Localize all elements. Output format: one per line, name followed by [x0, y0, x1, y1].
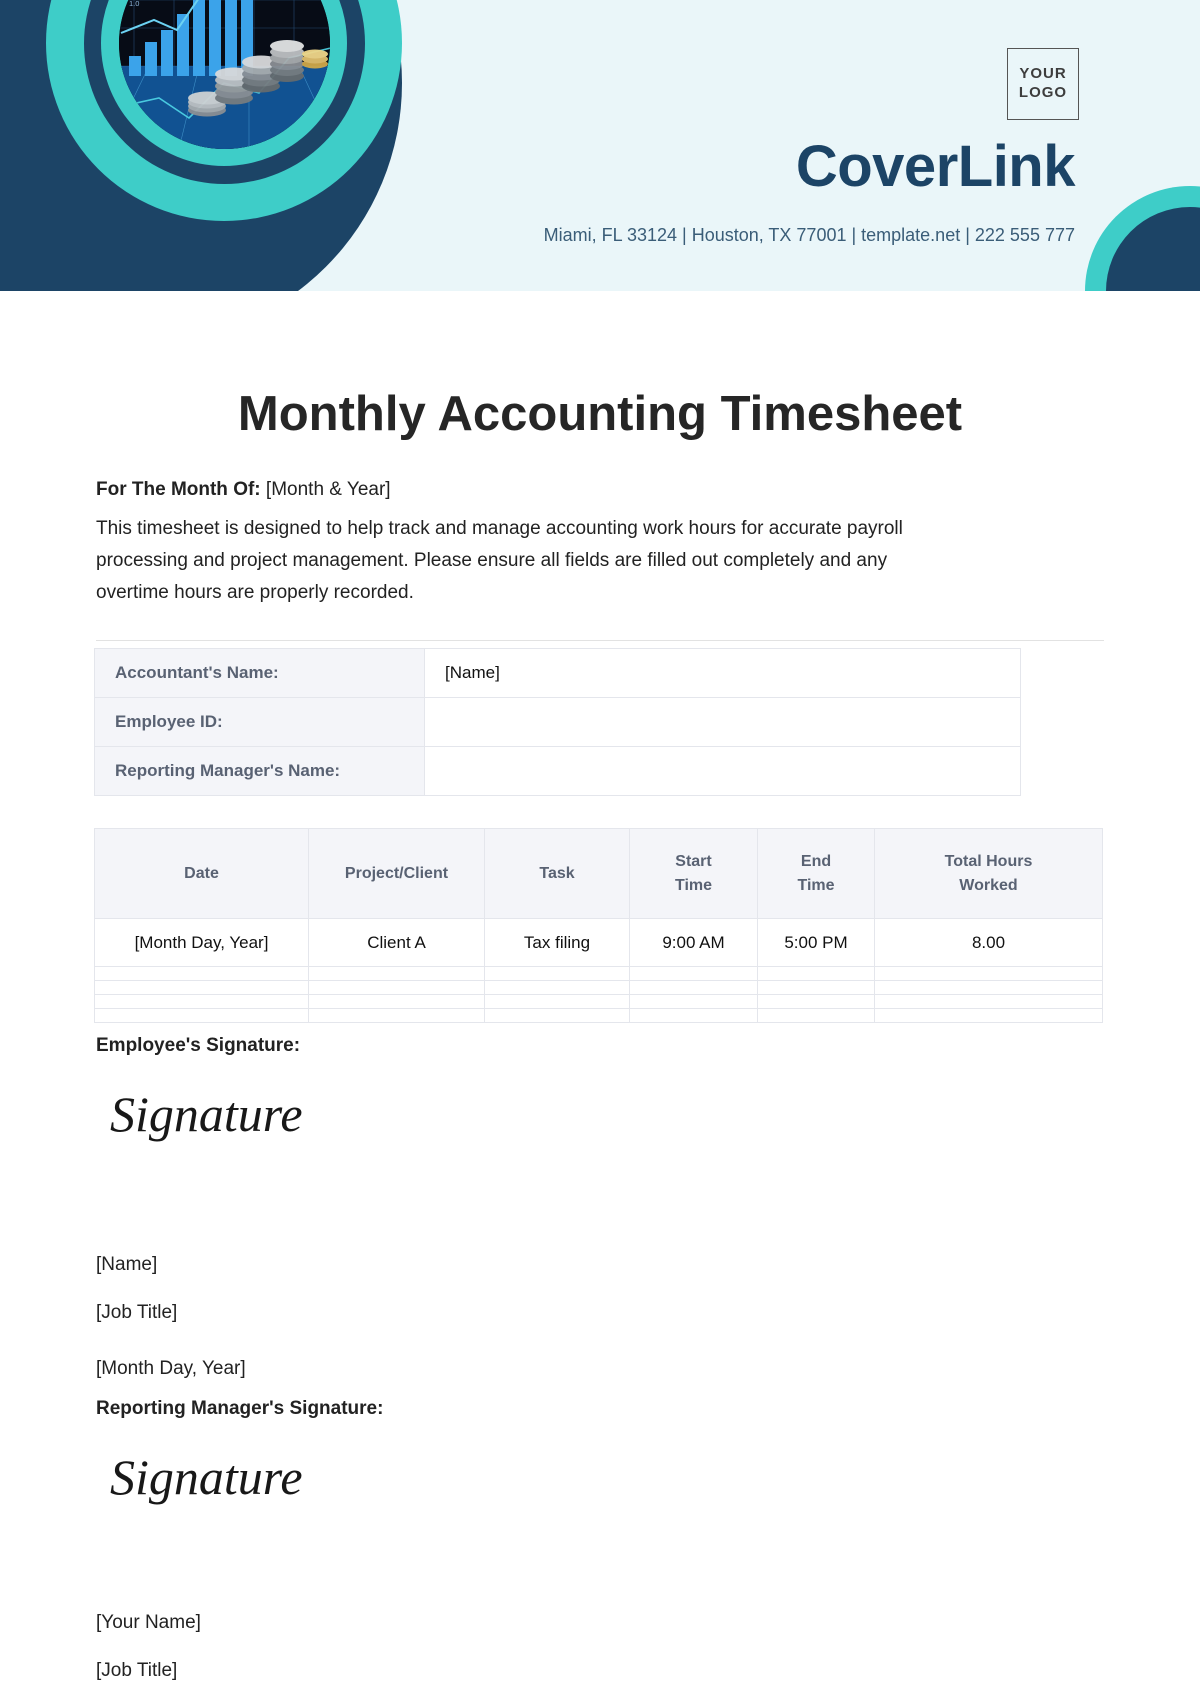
svg-text:1.0: 1.0: [129, 0, 139, 8]
